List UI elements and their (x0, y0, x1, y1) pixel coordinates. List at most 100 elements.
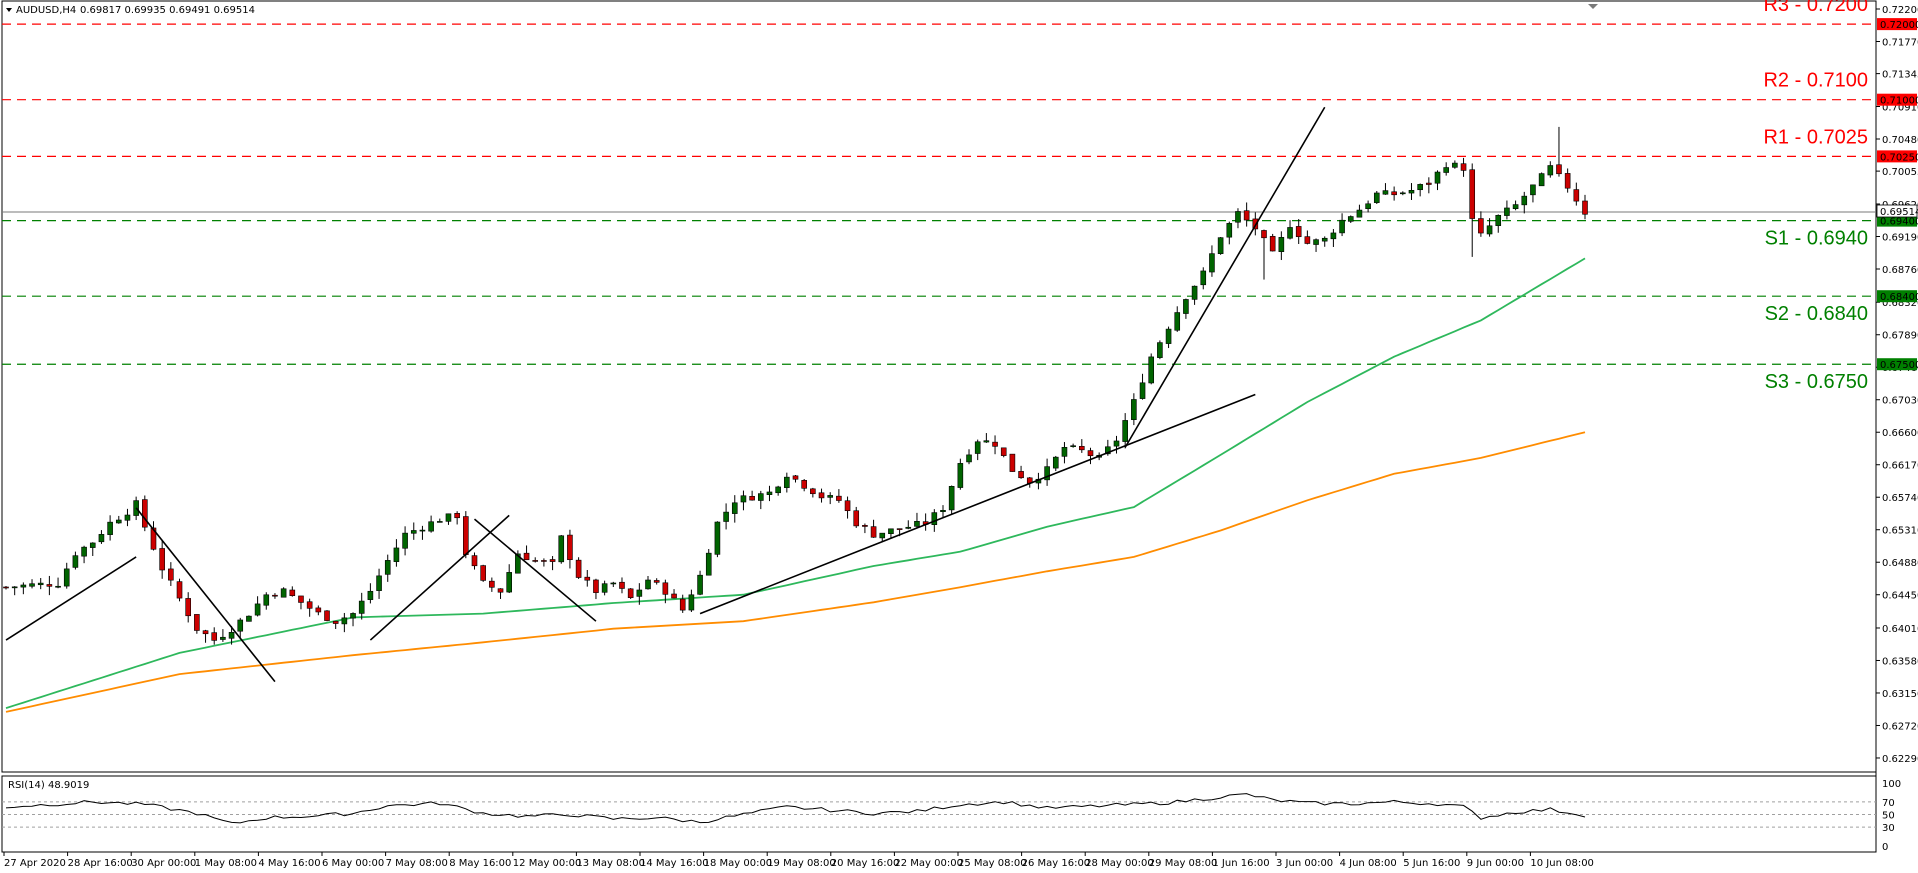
candle-body (480, 565, 486, 581)
candle-body (757, 493, 764, 501)
candle-body (1061, 447, 1068, 457)
candle-body (844, 500, 851, 512)
time-tick-label: 9 Jun 00:00 (1467, 858, 1524, 869)
candle-body (142, 499, 148, 528)
candle-body (1200, 270, 1207, 286)
candle-body (879, 532, 886, 539)
time-tick-label: 4 May 16:00 (258, 858, 320, 869)
candle-body (1391, 191, 1397, 196)
candle-body (1105, 446, 1111, 455)
candle-body (515, 553, 521, 574)
trendline-2[interactable] (369, 514, 510, 641)
time-tick-label: 14 May 16:00 (640, 858, 709, 869)
candle-body (853, 510, 860, 527)
candles-layer (3, 126, 1588, 645)
candle-body (1347, 216, 1354, 222)
candle-body (1226, 223, 1233, 238)
candle-body (567, 534, 573, 561)
candle-body (1564, 173, 1571, 189)
level-label-5: S3 - 0.6750 (1765, 371, 1868, 393)
candle-body (1018, 471, 1024, 479)
candle-body (454, 513, 460, 519)
candle-body (1235, 211, 1241, 223)
time-tick-label: 28 Apr 16:00 (68, 858, 133, 869)
candle-body (1252, 218, 1259, 230)
candle-body (324, 610, 330, 621)
candle-body (463, 516, 469, 555)
candle-body (11, 586, 18, 589)
candle-body (974, 441, 981, 454)
candle-body (1165, 328, 1172, 344)
candle-body (98, 534, 105, 543)
time-tick-label: 5 Jun 16:00 (1403, 858, 1460, 869)
trendline-1[interactable] (135, 507, 276, 683)
candle-body (671, 593, 677, 599)
candle-body (1287, 227, 1293, 239)
candle-body (549, 559, 556, 562)
time-tick-label: 22 May 00:00 (894, 858, 963, 869)
candle-body (957, 463, 964, 488)
candle-body (1079, 446, 1085, 451)
trendline-5[interactable] (1124, 106, 1326, 448)
candle-body (1426, 182, 1432, 185)
candle-body (280, 588, 287, 598)
level-tag-text-3: 0.69400 (1880, 217, 1918, 228)
candle-body (89, 542, 96, 548)
candle-body (1400, 192, 1406, 195)
trendline-3[interactable] (473, 518, 597, 622)
candle-body (237, 619, 244, 632)
candle-body (627, 588, 634, 598)
time-tick-label: 18 May 00:00 (704, 858, 773, 869)
level-label-4: S2 - 0.6840 (1765, 303, 1868, 325)
candle-body (966, 454, 972, 463)
candle-body (679, 598, 686, 611)
price-tags-layer: 0.72000 0.71000 0.70250 0.69400 0.68400 0.675… (1876, 18, 1918, 371)
candle-body (410, 530, 417, 534)
candle-body (1278, 237, 1285, 252)
main-plot-area[interactable] (1, 0, 1877, 773)
level-tag-4 (1877, 290, 1917, 303)
candle-body (168, 568, 174, 581)
candle-body (1191, 285, 1198, 300)
price-tick-label: 0.70055 (1882, 167, 1918, 178)
candle-body (185, 598, 191, 617)
trendline-0[interactable] (5, 556, 137, 641)
candle-body (1113, 440, 1120, 447)
time-tick-label: 27 Apr 2020 (4, 858, 66, 869)
candle-body (1469, 169, 1476, 219)
symbol-dropdown-icon[interactable] (6, 8, 12, 12)
candle-body (1339, 219, 1345, 234)
rsi-tick-label: 70 (1882, 798, 1895, 809)
candle-body (1122, 420, 1128, 442)
trendline-4[interactable] (699, 393, 1256, 615)
ma-slow-line (5, 431, 1586, 713)
candle-body (1538, 173, 1545, 187)
candle-body (523, 552, 530, 561)
candle-body (541, 560, 547, 562)
candle-body (159, 548, 165, 571)
candle-body (532, 560, 539, 562)
candle-body (1460, 163, 1467, 171)
candle-body (983, 440, 990, 443)
time-tick-label: 19 May 08:00 (767, 858, 836, 869)
rsi-header: RSI(14) 48.9019 (8, 780, 89, 791)
candle-body (107, 521, 113, 535)
scroll-marker-icon[interactable] (1588, 4, 1598, 9)
candle-body (1148, 356, 1155, 384)
rsi-line (5, 793, 1586, 824)
candle-body (289, 589, 296, 596)
candle-body (645, 579, 651, 590)
candle-body (228, 632, 235, 639)
time-tick-label: 8 May 16:00 (449, 858, 511, 869)
